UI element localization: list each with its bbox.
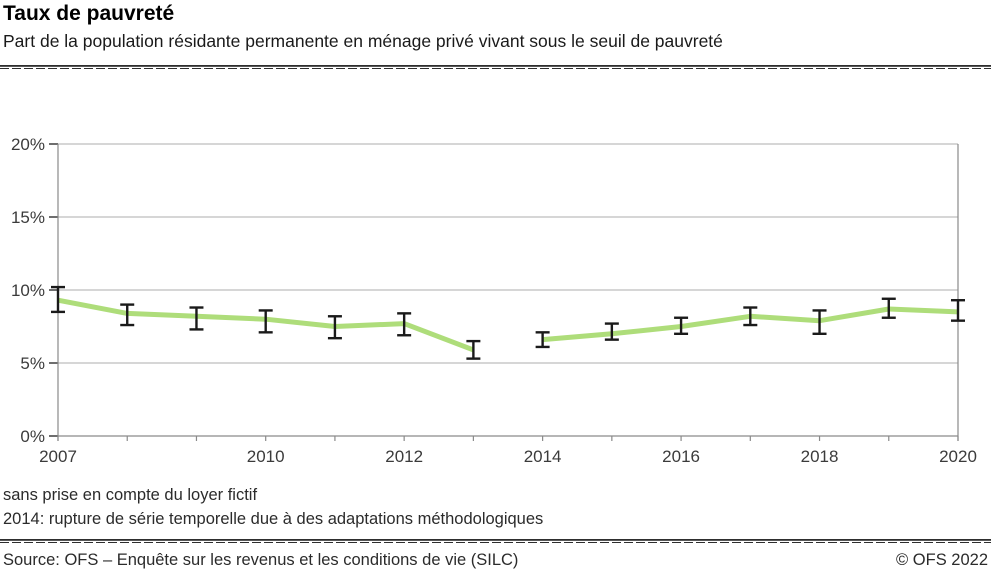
footer: Source: OFS – Enquête sur les revenus et… <box>3 551 988 570</box>
footnote-loyer-fictif: sans prise en compte du loyer fictif <box>3 486 258 504</box>
header-divider <box>0 65 991 69</box>
x-axis-label-2012: 2012 <box>385 447 423 466</box>
chart-area: 0% 5% 10% 15% 20% 2007 2010 2012 2014 2016 2018 202… <box>0 100 991 480</box>
y-axis-label-15: 15% <box>11 208 45 227</box>
x-axis-label-2014: 2014 <box>524 447 562 466</box>
x-axis-label-2010: 2010 <box>247 447 285 466</box>
source-text: Source: OFS – Enquête sur les revenus et… <box>3 551 519 569</box>
x-axis-label-2007: 2007 <box>39 447 77 466</box>
x-axis-label-2020: 2020 <box>939 447 977 466</box>
poverty-rate-line-chart: 0% 5% 10% 15% 20% 2007 2010 2012 2014 2016 2018 202… <box>11 135 977 466</box>
page-subtitle: Part de la population résidante permanen… <box>3 31 723 51</box>
page-title: Taux de pauvreté <box>3 2 175 25</box>
y-axis-label-0: 0% <box>20 427 45 446</box>
footer-divider <box>0 539 991 543</box>
footnotes: sans prise en compte du loyer fictif 201… <box>3 484 543 531</box>
y-axis-label-20: 20% <box>11 135 45 154</box>
x-axis-label-2016: 2016 <box>662 447 700 466</box>
footnote-serie-break: 2014: rupture de série temporelle due à … <box>3 509 544 528</box>
copyright-text: © OFS 2022 <box>896 551 988 569</box>
y-axis-label-5: 5% <box>20 354 45 373</box>
y-axis-label-10: 10% <box>11 281 45 300</box>
x-axis-label-2018: 2018 <box>801 447 839 466</box>
